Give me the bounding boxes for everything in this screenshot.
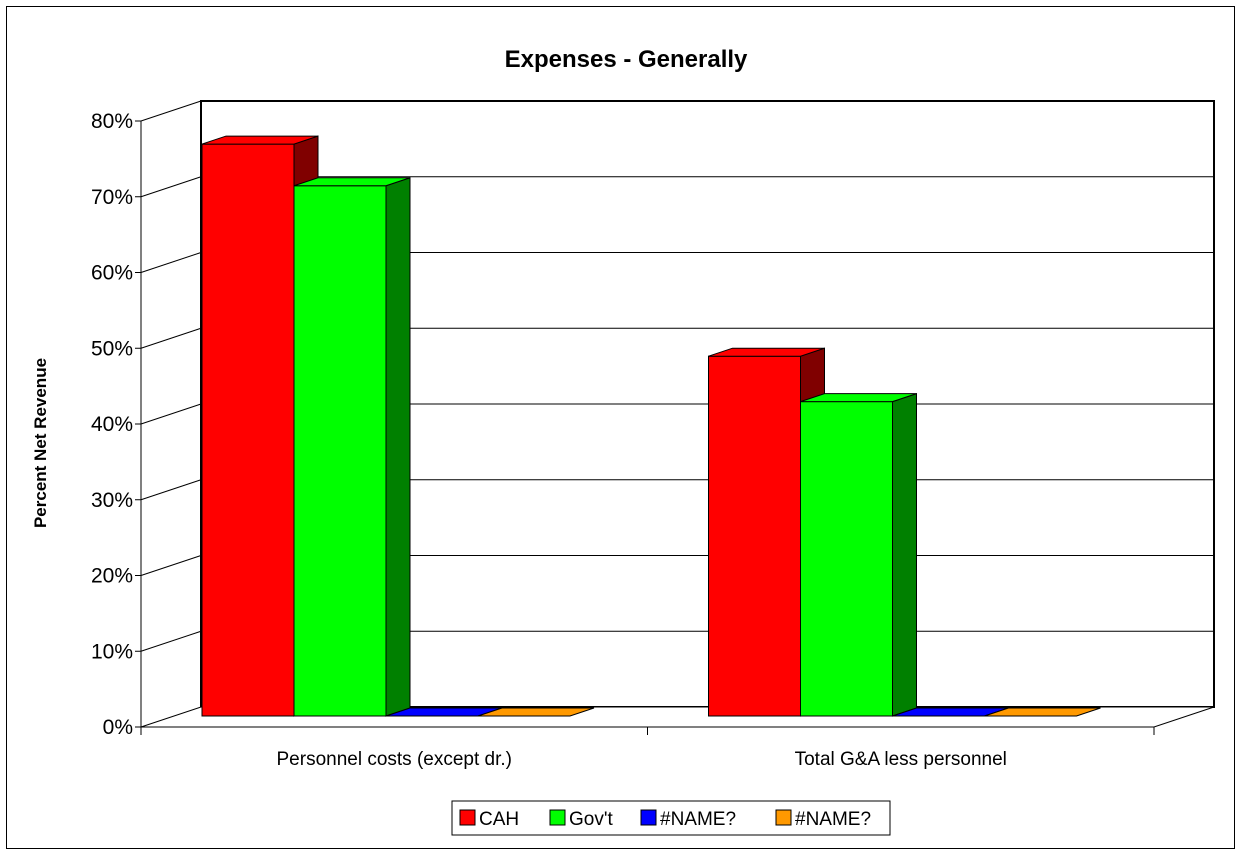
gridline-side xyxy=(140,479,202,501)
gridline-side xyxy=(140,100,202,122)
legend-swatch xyxy=(549,809,566,826)
gridline-side xyxy=(140,176,202,198)
y-tick-label: 20% xyxy=(91,565,133,588)
plot-area: 0% 10% 20% 30% 40% 50% 60% 70% 80% Personnel cost… xyxy=(91,100,1215,770)
bar-side xyxy=(385,177,411,717)
gridline-side xyxy=(140,327,202,349)
legend-entry: Gov't xyxy=(569,809,613,830)
y-tick-label: 10% xyxy=(91,640,133,663)
gridline-side xyxy=(140,555,202,576)
bar xyxy=(708,355,801,717)
chart-frame: Expenses - Generally Percent Net Revenue… xyxy=(6,6,1235,849)
gridline-side xyxy=(140,630,202,652)
x-tick-label: Total G&A less personnel xyxy=(795,749,1007,770)
y-tick-label: 70% xyxy=(91,186,133,209)
bar-chart: Expenses - Generally Percent Net Revenue… xyxy=(6,6,1235,849)
legend-entry: CAH xyxy=(479,809,519,830)
legend-swatch xyxy=(775,809,792,826)
chart-title: Expenses - Generally xyxy=(505,46,748,73)
bar-top xyxy=(201,135,319,145)
gridline-side xyxy=(140,403,202,425)
bar-top xyxy=(800,393,917,403)
y-tick-label: 60% xyxy=(91,262,133,285)
bar-top xyxy=(984,707,1101,717)
legend-box xyxy=(451,800,891,836)
y-tick-label: 0% xyxy=(103,716,133,739)
legend-entry: #NAME? xyxy=(660,809,736,830)
gridline-side xyxy=(140,252,202,273)
bar xyxy=(293,185,387,717)
x-tick-label: Personnel costs (except dr.) xyxy=(277,749,513,770)
bar-top xyxy=(293,177,411,187)
bar xyxy=(800,401,893,717)
legend-entry: #NAME? xyxy=(795,809,871,830)
bar-side xyxy=(892,392,917,717)
legend-swatch xyxy=(640,809,657,826)
y-tick-label: 50% xyxy=(91,337,133,360)
bar xyxy=(201,143,295,717)
y-tick-label: 40% xyxy=(91,413,133,436)
legend: CAH Gov't #NAME? #NAME? xyxy=(451,800,891,836)
y-tick-label: 30% xyxy=(91,489,133,512)
y-axis-label: Percent Net Revenue xyxy=(31,358,50,528)
bar-top xyxy=(708,347,825,357)
legend-swatch xyxy=(459,809,476,826)
bar-top xyxy=(477,707,595,717)
y-tick-label: 80% xyxy=(91,110,133,133)
